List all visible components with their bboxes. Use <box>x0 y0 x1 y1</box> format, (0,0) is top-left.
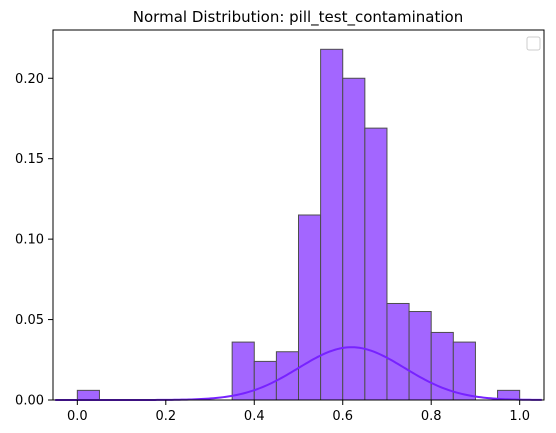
histogram-bar <box>386 302 410 401</box>
y-tick-label: 0.20 <box>15 72 44 87</box>
x-tick-label: 0.6 <box>332 409 353 424</box>
x-tick-label: 0.8 <box>421 409 442 424</box>
x-tick-label: 0.4 <box>244 409 265 424</box>
legend-box <box>526 36 541 51</box>
x-tick-label: 1.0 <box>509 409 530 424</box>
y-tick-label: 0.15 <box>15 152 44 167</box>
histogram-bar <box>320 48 344 401</box>
plot-frame <box>52 29 545 401</box>
legend <box>526 36 541 51</box>
y-axis: 0.00 0.05 0.10 0.15 0.20 <box>15 72 53 409</box>
histogram-bar <box>275 351 299 401</box>
histogram-bar <box>298 214 322 401</box>
histogram-bar <box>452 341 476 401</box>
x-axis: 0.0 0.2 0.4 0.6 0.8 1.0 <box>67 400 530 424</box>
histogram-bar <box>364 127 388 401</box>
histogram-bar <box>76 389 100 401</box>
y-tick-label: 0.05 <box>15 313 44 328</box>
histogram-bar <box>408 311 432 401</box>
y-tick-label: 0.10 <box>15 233 44 248</box>
histogram-bar <box>253 360 277 401</box>
x-tick-label: 0.0 <box>67 409 88 424</box>
histogram-bars <box>76 48 521 401</box>
histogram-bar <box>342 77 366 401</box>
chart-title: Normal Distribution: pill_test_contamina… <box>133 8 463 27</box>
y-tick-label: 0.00 <box>15 394 44 409</box>
x-tick-label: 0.2 <box>155 409 176 424</box>
